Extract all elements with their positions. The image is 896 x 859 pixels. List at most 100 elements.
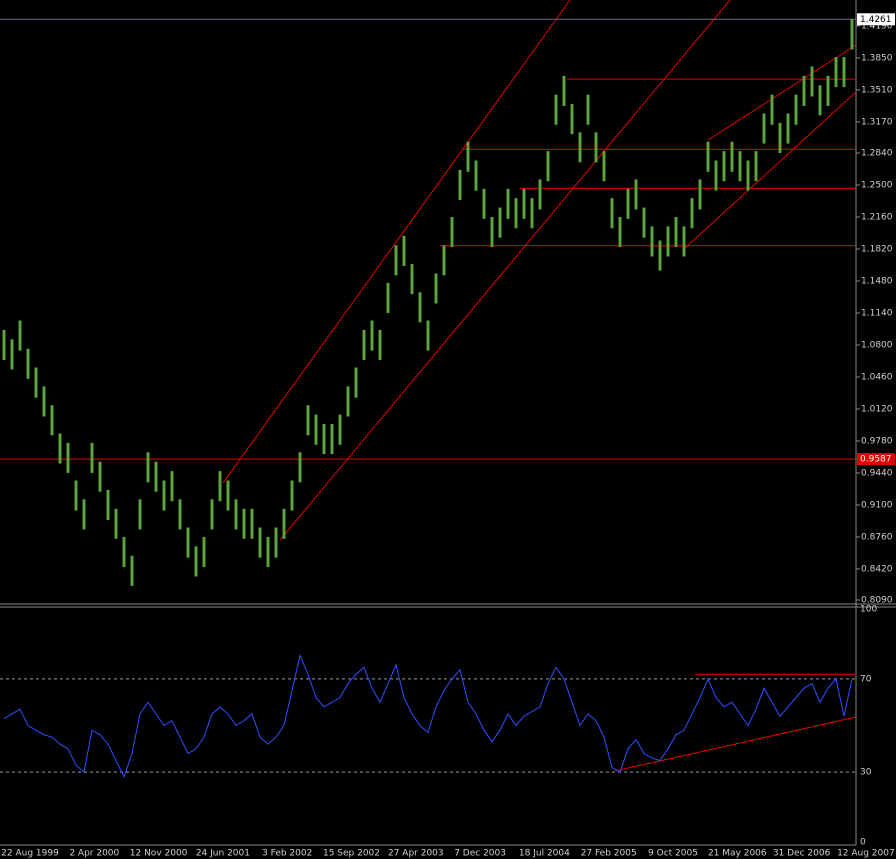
price-bar [354, 367, 358, 398]
channel-line [707, 44, 857, 141]
y-tick-label: 0.8090 [861, 595, 893, 605]
price-bar [42, 386, 46, 417]
price-bar [530, 198, 534, 229]
price-bar [706, 141, 710, 172]
y-tick-label: 70 [860, 674, 872, 684]
price-bar [378, 329, 382, 361]
price-bar [442, 245, 446, 276]
y-tick-label: 1.1480 [861, 276, 893, 286]
price-bar [762, 113, 766, 144]
price-bar [514, 198, 518, 229]
x-tick-label: 22 Aug 1999 [1, 849, 59, 859]
price-bar [626, 188, 630, 219]
price-label: 1.4261 [860, 15, 892, 25]
x-tick-label: 3 Feb 2002 [262, 849, 312, 859]
y-tick-label: 1.1820 [861, 244, 893, 254]
x-tick-label: 12 Aug 2007 [837, 849, 895, 859]
price-bar [258, 527, 262, 558]
price-bar [322, 424, 326, 455]
price-bar [194, 546, 198, 577]
price-bar [386, 282, 390, 313]
y-tick-label: 0.8420 [861, 564, 893, 574]
y-tick-label: 30 [860, 768, 872, 778]
price-bar [690, 198, 694, 229]
price-bar [266, 536, 270, 568]
price-bar [658, 240, 662, 271]
y-tick-label: 100 [860, 605, 877, 615]
y-tick-label: 1.3170 [861, 117, 893, 127]
price-bar [578, 132, 582, 163]
price-bar [730, 141, 734, 172]
x-tick-label: 7 Dec 2003 [454, 849, 506, 859]
price-bar [666, 226, 670, 257]
price-bar [178, 499, 182, 530]
price-bar [818, 85, 822, 116]
price-bar [106, 489, 110, 521]
price-bar [458, 169, 462, 201]
trend-lines [222, 0, 857, 772]
price-bar [634, 179, 638, 210]
price-bar [538, 179, 542, 210]
y-tick-label: 1.2500 [861, 181, 893, 191]
price-bar [338, 414, 342, 445]
price-bar [754, 151, 758, 182]
price-bar [162, 480, 166, 511]
price-bar [594, 132, 598, 163]
price-bar [506, 188, 510, 219]
y-tick-label: 1.2840 [861, 149, 893, 159]
price-box [857, 13, 895, 26]
price-bar [50, 405, 54, 436]
price-bar [130, 555, 134, 586]
price-bar [562, 75, 566, 106]
x-tick-label: 12 Nov 2000 [130, 849, 188, 859]
price-bar [522, 188, 526, 219]
y-tick-label: 0 [860, 838, 866, 848]
price-bar [426, 320, 430, 351]
price-bar [802, 75, 806, 106]
price-bar [122, 536, 126, 568]
price-bar [610, 198, 614, 229]
price-bar [650, 226, 654, 257]
price-bar [786, 113, 790, 144]
price-bar [482, 188, 486, 219]
y-tick-label: 1.3510 [861, 85, 893, 95]
price-bar [58, 433, 62, 464]
price-bar [402, 235, 406, 266]
price-bar [314, 414, 318, 445]
price-bar [410, 264, 414, 295]
y-tick-label: 0.9440 [861, 468, 893, 478]
y-tick-label: 1.0120 [861, 404, 893, 414]
price-bar [154, 461, 158, 492]
price-bar [618, 216, 622, 248]
y-tick-label: 1.1140 [861, 308, 893, 318]
marker-box [857, 453, 895, 466]
price-bar [602, 151, 606, 182]
price-bar [778, 122, 782, 154]
price-bar [826, 75, 830, 106]
rsi-trend-line [614, 716, 857, 772]
price-bar [226, 480, 230, 511]
y-tick-label: 1.2160 [861, 212, 893, 222]
x-tick-label: 27 Apr 2003 [388, 849, 444, 859]
price-bar [554, 94, 558, 125]
x-tick-label: 18 Jul 2004 [519, 849, 570, 859]
y-tick-label: 1.3850 [861, 53, 893, 63]
price-bar [362, 329, 366, 361]
y-tick-label: 0.8760 [861, 532, 893, 542]
price-bar [146, 452, 150, 483]
price-bar [770, 94, 774, 125]
price-bar [98, 461, 102, 492]
channel-line [279, 0, 731, 541]
price-bar [26, 348, 30, 379]
price-bar [234, 499, 238, 530]
price-bar [186, 527, 190, 558]
price-bar [242, 508, 246, 539]
price-bar [570, 104, 574, 135]
channel-line [222, 0, 571, 484]
price-bar [250, 508, 254, 539]
price-bar [490, 216, 494, 248]
price-bar [498, 207, 502, 238]
price-bar [282, 508, 286, 539]
